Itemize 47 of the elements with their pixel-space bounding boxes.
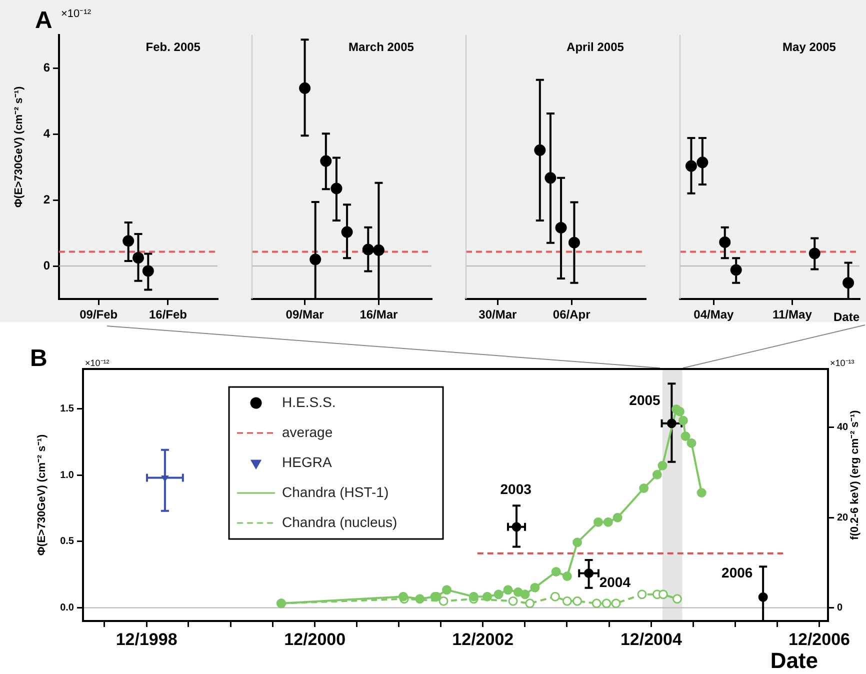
y-tick-label: 2 [43, 192, 50, 206]
y-tick-label: 0 [43, 258, 50, 272]
x-tick-label: 09/Feb [80, 308, 118, 322]
x-tick-label: 11/May [772, 308, 812, 322]
annotation: 2004 [599, 574, 631, 590]
x-tick-label: 12/2000 [284, 630, 346, 649]
chart-title: March 2005 [348, 40, 414, 54]
text: B [30, 345, 48, 372]
x-tick-label: 16/Mar [360, 308, 398, 322]
x-tick-label: 12/2002 [452, 630, 514, 649]
chart-title: April 2005 [566, 40, 624, 54]
chart-title: May 2005 [782, 40, 836, 54]
text: ×10⁻¹² [85, 358, 110, 368]
legend-label: Chandra (nucleus) [282, 514, 398, 530]
y-tick-label: 1.5 [60, 404, 74, 415]
annotation: 2005 [629, 392, 661, 408]
text: ×10⁻¹³ [830, 358, 854, 368]
legend-label: average [282, 424, 333, 440]
x-tick-label: 04/May [694, 308, 734, 322]
legend-label: H.E.S.S. [282, 394, 336, 410]
legend-label: HEGRA [282, 454, 332, 470]
annotation: 2006 [722, 564, 753, 581]
text: ×10⁻¹² [61, 8, 92, 20]
x-tick-label: 12/2004 [620, 630, 682, 649]
x-tick-label: 12/2006 [788, 630, 850, 649]
y-tick-label: 1.0 [60, 470, 74, 481]
x-tick-label: 12/1998 [116, 630, 178, 649]
x-tick-label: 09/Mar [286, 308, 324, 322]
y-tick-label: 6 [43, 60, 50, 74]
legend-label: Chandra (HST-1) [282, 484, 389, 500]
y-axis-title: Φ(E>730GeV) (cm⁻² s⁻¹) [36, 434, 48, 556]
annotation: 2003 [500, 480, 532, 497]
x-tick-label: 30/Mar [478, 308, 518, 322]
chart-title: Feb. 2005 [146, 40, 201, 54]
y2-tick-label: 20 [837, 512, 849, 524]
y2-tick-label: 0 [837, 602, 843, 614]
x-tick-label: 16/Feb [148, 308, 187, 322]
y-tick-label: 0.0 [60, 602, 74, 614]
y2-axis-title: f(0.2-6 keV) (erg cm⁻² s⁻¹) [849, 410, 861, 540]
x-axis-title: Date [833, 310, 860, 324]
text: A [35, 7, 52, 34]
y-tick-label: 0.5 [60, 536, 74, 548]
y2-tick-label: 40 [837, 422, 849, 434]
y-axis-title: Φ(E>730GeV) (cm⁻² s⁻¹) [13, 86, 25, 208]
y-tick-label: 4 [43, 126, 50, 140]
x-axis-title: Date [770, 648, 818, 673]
x-tick-label: 06/Apr [552, 308, 591, 322]
